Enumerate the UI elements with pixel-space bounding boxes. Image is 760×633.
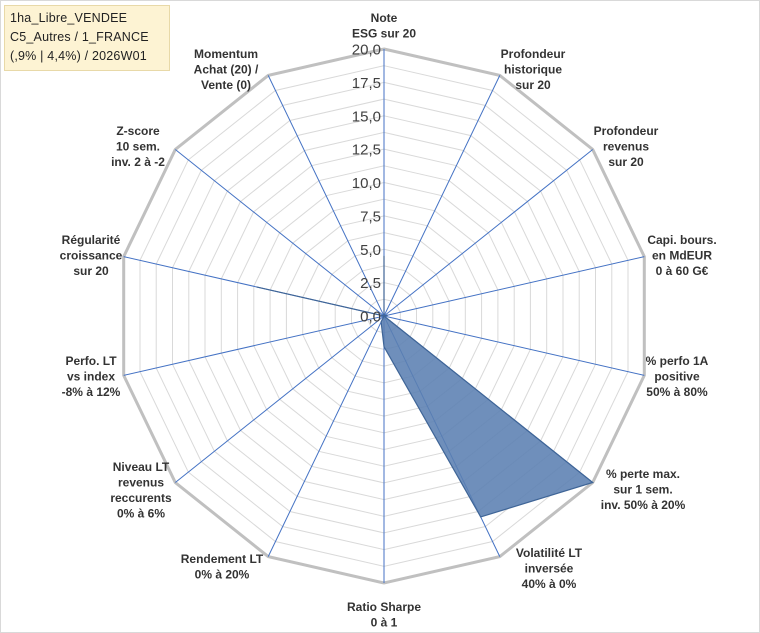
radar-axis-label-line: Capi. bours. [647, 233, 716, 247]
radar-spoke [383, 256, 645, 317]
radar-axis-label-line: 10 sem. [116, 140, 160, 154]
radar-axis-label: Capi. bours. en MdEUR 0 à 60 G€ [647, 233, 716, 278]
radar-axis-label-line: Vente (0) [201, 78, 251, 92]
radar-axis-label-line: % perte max. [606, 467, 680, 481]
radar-axis-label-line: Rendement LT [181, 552, 264, 566]
radar-tick-label: 20,0 [352, 42, 381, 59]
radar-axis-label-line: Achat (20) / [194, 63, 259, 77]
radar-axis-label-line: Note [371, 11, 398, 25]
radar-axis-label-line: 0% à 6% [117, 507, 165, 521]
radar-axis-label-line: vs index [67, 370, 115, 384]
radar-axis-label-line: 0 à 60 G€ [656, 264, 709, 278]
radar-tick-label: 0,0 [360, 309, 381, 326]
radar-spoke [123, 315, 385, 376]
radar-axis-label-line: Niveau LT [113, 460, 170, 474]
radar-axis-label-line: sur 20 [608, 155, 644, 169]
radar-axis-label-line: inv. 2 à -2 [111, 155, 165, 169]
radar-axis-label: Régularité croissance sur 20 [60, 233, 123, 278]
radar-axis-label-line: Ratio Sharpe [347, 600, 421, 614]
radar-axis-label-line: positive [654, 370, 700, 384]
info-box: 1ha_Libre_VENDEE C5_Autres / 1_FRANCE (,… [4, 5, 170, 71]
radar-axis-label: Profondeur revenus sur 20 [594, 124, 659, 169]
radar-data-area [256, 255, 594, 518]
radar-axis-label-line: Perfo. LT [65, 354, 117, 368]
radar-tick-label: 10,0 [352, 175, 381, 192]
radar-axis-label: % perfo 1A positive 50% à 80% [646, 354, 709, 399]
radar-axis-label-line: inv. 50% à 20% [601, 498, 686, 512]
radar-axis-label-line: 0 à 1 [371, 616, 398, 630]
radar-axis-label-line: sur 1 sem. [613, 483, 672, 497]
radar-tick-label: 12,5 [352, 142, 381, 159]
radar-tick-label: 15,0 [352, 108, 381, 125]
radar-axis-label: Note ESG sur 20 [352, 11, 416, 41]
radar-spoke [174, 315, 385, 483]
radar-axis-label-line: reccurents [110, 491, 172, 505]
radar-axis-label-line: Profondeur [594, 124, 659, 138]
radar-axis-label-line: ESG sur 20 [352, 27, 416, 41]
radar-axis-label: Momentum Achat (20) / Vente (0) [194, 47, 259, 92]
radar-axis-label-line: Volatilité LT [516, 546, 583, 560]
radar-axis-label-line: 0% à 20% [195, 568, 250, 582]
radar-axis-label-line: Régularité [62, 233, 121, 247]
radar-axis-label-line: inversée [525, 562, 574, 576]
radar-axis-label: Perfo. LT vs index -8% à 12% [62, 354, 121, 399]
radar-axis-label: Profondeur historique sur 20 [501, 47, 566, 92]
radar-tick-label: 5,0 [360, 242, 381, 259]
radar-axis-label-line: 50% à 80% [646, 385, 708, 399]
radar-spoke [267, 315, 385, 557]
radar-axis-label: Volatilité LT inversée 40% à 0% [516, 546, 583, 591]
radar-spoke [267, 75, 385, 317]
radar-axis-label-line: croissance [60, 249, 123, 263]
radar-axis-label: Ratio Sharpe 0 à 1 [347, 600, 421, 630]
radar-spoke [174, 149, 385, 317]
radar-axis-label: Z-score 10 sem. inv. 2 à -2 [111, 124, 165, 169]
radar-axis-label-line: en MdEUR [652, 249, 712, 263]
radar-axis-label-line: 40% à 0% [522, 577, 577, 591]
radar-axis-label-line: Z-score [116, 124, 160, 138]
radar-spoke [383, 315, 645, 376]
radar-tick-label: 17,5 [352, 75, 381, 92]
radar-axis-label-line: historique [504, 63, 562, 77]
info-line-2: C5_Autres / 1_FRANCE [10, 30, 149, 44]
radar-axis-label: Niveau LT revenus reccurents 0% à 6% [110, 460, 172, 521]
radar-axis-label-line: sur 20 [515, 78, 551, 92]
radar-axis-label-line: -8% à 12% [62, 385, 121, 399]
radar-axis-label-line: Profondeur [501, 47, 566, 61]
radar-axis-label: Rendement LT 0% à 20% [181, 552, 264, 582]
radar-axis-label-line: Momentum [194, 47, 258, 61]
radar-spoke [383, 149, 594, 317]
radar-spoke [383, 75, 501, 317]
radar-axis-label-line: revenus [118, 476, 164, 490]
radar-axis-label-line: % perfo 1A [646, 354, 709, 368]
info-line-3: (,9% | 4,4%) / 2026W01 [10, 49, 147, 63]
radar-axis-label-line: revenus [603, 140, 649, 154]
info-line-1: 1ha_Libre_VENDEE [10, 11, 128, 25]
radar-tick-label: 2,5 [360, 275, 381, 292]
radar-axis-label-line: sur 20 [73, 264, 109, 278]
radar-tick-label: 7,5 [360, 208, 381, 225]
radar-axis-label: % perte max. sur 1 sem. inv. 50% à 20% [601, 467, 686, 512]
